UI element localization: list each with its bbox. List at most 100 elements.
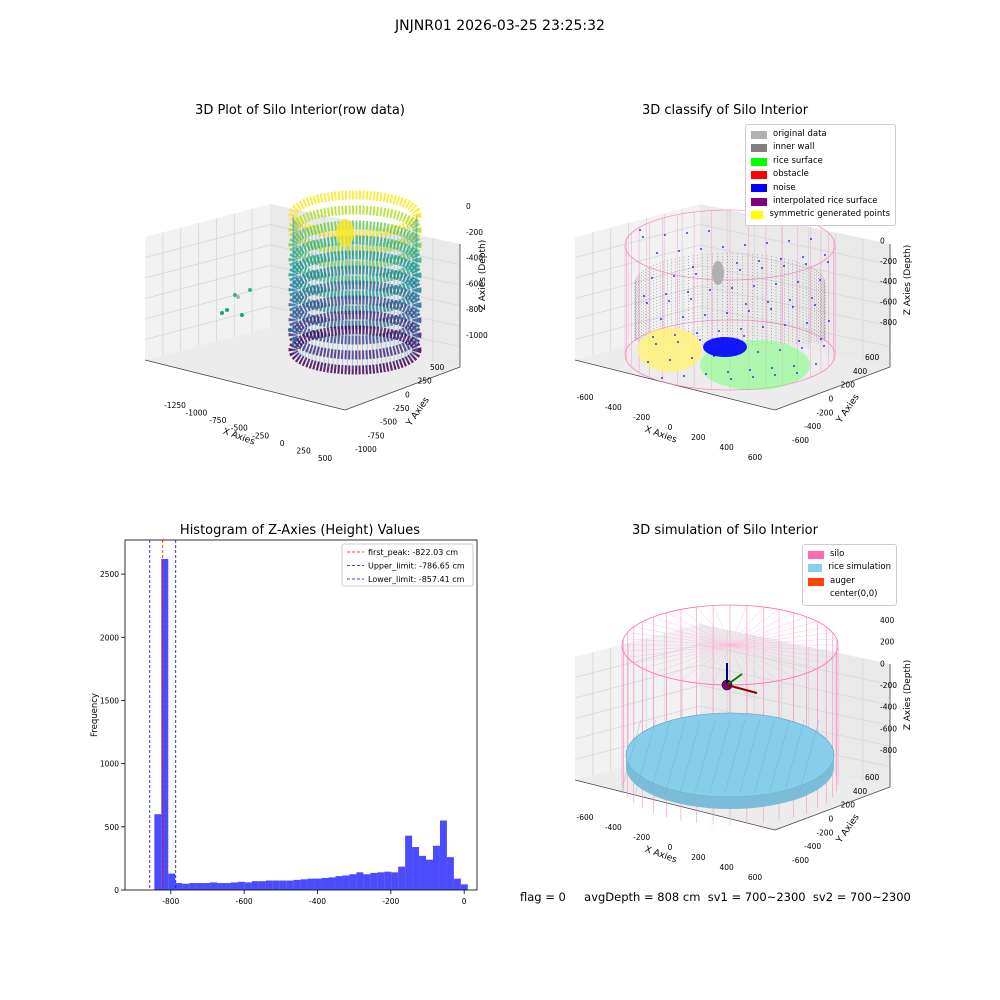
noise-point bbox=[660, 318, 662, 320]
z-tick-label: -400 bbox=[880, 277, 897, 286]
noise-point bbox=[775, 283, 777, 285]
noise-point bbox=[692, 266, 694, 268]
noise-point bbox=[647, 361, 649, 363]
histogram-bar bbox=[161, 558, 169, 890]
histogram-bar bbox=[433, 845, 440, 890]
noise-point bbox=[827, 261, 829, 263]
noise-point bbox=[718, 330, 720, 332]
noise-point bbox=[735, 353, 737, 355]
z-tick-label: -600 bbox=[466, 279, 483, 288]
y-tick-label: 600 bbox=[865, 353, 880, 362]
outlier-point bbox=[248, 288, 252, 292]
noise-point bbox=[686, 232, 688, 234]
classify-legend-item: symmetric generated points bbox=[751, 208, 890, 221]
simulation-legend: silo rice simulation auger center(0,0) bbox=[802, 544, 897, 606]
histogram-bar bbox=[237, 881, 245, 890]
axis-arrow-y bbox=[726, 673, 743, 686]
grid-line bbox=[699, 265, 891, 306]
legend-label: auger bbox=[830, 575, 855, 586]
noise-point bbox=[704, 314, 706, 316]
noise-point bbox=[708, 230, 710, 232]
x-tick-label: 600 bbox=[748, 453, 763, 462]
histogram-bar bbox=[210, 882, 218, 890]
histogram-bar bbox=[272, 880, 280, 890]
x-tick-label: 600 bbox=[748, 873, 763, 882]
histogram-bar bbox=[293, 879, 301, 890]
histogram-bar bbox=[453, 878, 461, 890]
noise-point bbox=[793, 365, 795, 367]
silo-roof-line bbox=[729, 606, 764, 646]
axis-line bbox=[774, 366, 891, 411]
y-tick-label: -750 bbox=[368, 431, 385, 440]
rice-mesh-line bbox=[694, 719, 716, 794]
legend-label: first_peak: -822.03 cm bbox=[368, 548, 458, 557]
z-axis-label: Z Axies (Depth) bbox=[478, 240, 488, 311]
noise-point bbox=[749, 369, 751, 371]
rice-simulation-side bbox=[626, 755, 834, 809]
axis-line bbox=[344, 366, 461, 411]
noise-point bbox=[664, 234, 666, 236]
rice-mesh-line bbox=[709, 719, 731, 794]
noise-point bbox=[748, 310, 750, 312]
noise-point bbox=[691, 357, 693, 359]
legend-label: interpolated rice surface bbox=[773, 196, 878, 207]
silo-roof-line bbox=[642, 621, 731, 646]
noise-point bbox=[678, 250, 680, 252]
grid-line bbox=[699, 644, 891, 685]
classify-legend-item: interpolated rice surface bbox=[751, 195, 890, 208]
simulation-plot-title: 3D simulation of Silo Interior bbox=[632, 523, 818, 538]
stats-text: avgDepth = 808 cm sv1 = 700~2300 sv2 = 7… bbox=[584, 890, 911, 904]
histogram-bar bbox=[196, 883, 204, 890]
histogram-bar bbox=[189, 883, 197, 890]
outlier-point bbox=[293, 338, 297, 342]
silo-roof-line bbox=[729, 612, 794, 646]
noise-point bbox=[745, 303, 747, 305]
axis-line bbox=[774, 786, 891, 831]
noise-point bbox=[726, 312, 728, 314]
x-tick-label: 250 bbox=[296, 446, 311, 455]
silo-roof-line bbox=[712, 605, 731, 646]
noise-point bbox=[815, 363, 817, 365]
histogram-bar bbox=[335, 876, 343, 890]
grid-line bbox=[574, 285, 701, 320]
noise-point bbox=[752, 376, 754, 378]
simulation-legend-item: rice simulation bbox=[808, 561, 891, 574]
y-axis-label: Y Axies bbox=[834, 812, 862, 845]
noise-point bbox=[652, 336, 654, 338]
silo-roof-line bbox=[666, 644, 731, 678]
z-tick-label: -600 bbox=[880, 724, 897, 733]
noise-point bbox=[766, 242, 768, 244]
x-tick-label: -400 bbox=[605, 403, 622, 412]
point-ring bbox=[288, 325, 422, 375]
z-tick-label: 0 bbox=[880, 659, 885, 668]
grid-line bbox=[269, 265, 461, 306]
legend-swatch bbox=[751, 157, 767, 166]
silo-roof-line bbox=[729, 644, 780, 681]
noise-point bbox=[824, 254, 826, 256]
rice-mesh-line bbox=[665, 719, 686, 794]
y-tick-label: 200 bbox=[841, 801, 856, 810]
grid-line bbox=[574, 265, 701, 299]
noise-point bbox=[687, 291, 689, 293]
classify-3d-plot: -600 -400 -200 0 200 400 600 -600 -400 -200 0 200 40… bbox=[574, 204, 913, 462]
floor-pane bbox=[145, 327, 460, 410]
y-axis-label: Y Axies bbox=[834, 392, 862, 425]
histogram-bar bbox=[258, 881, 266, 890]
noise-point bbox=[761, 267, 763, 269]
point-ring bbox=[288, 235, 422, 285]
noise-point bbox=[780, 258, 782, 260]
histogram-bar bbox=[244, 882, 252, 890]
noise-point bbox=[814, 304, 816, 306]
y-tick-label: 1000 bbox=[100, 760, 119, 769]
z-tick-label: -200 bbox=[880, 257, 897, 266]
noise-point bbox=[674, 334, 676, 336]
rice-mesh-line bbox=[724, 719, 746, 794]
x-tick-label: -400 bbox=[309, 897, 326, 906]
histogram-bar bbox=[224, 883, 231, 890]
legend-label: noise bbox=[773, 182, 796, 193]
x-tick-label: 0 bbox=[280, 439, 285, 448]
noise-point bbox=[788, 240, 790, 242]
noise-point bbox=[798, 340, 800, 342]
legend-label: rice surface bbox=[773, 155, 823, 166]
grid-line bbox=[574, 224, 701, 258]
